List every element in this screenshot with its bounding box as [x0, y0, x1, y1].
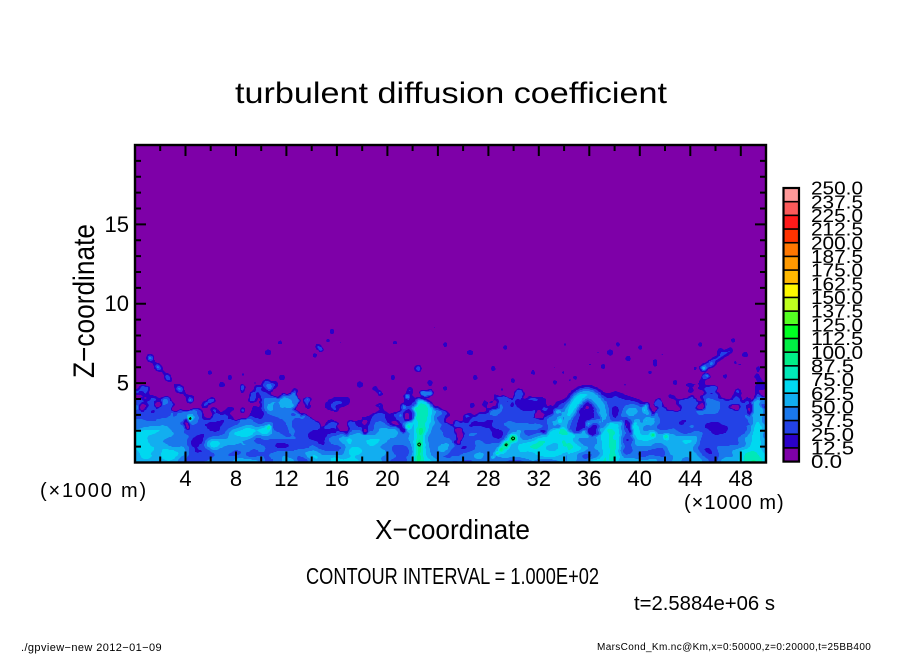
- svg-text:87.5: 87.5: [811, 355, 854, 376]
- svg-text:50.0: 50.0: [811, 397, 854, 418]
- svg-text:8: 8: [230, 466, 242, 491]
- svg-text:10: 10: [105, 291, 129, 316]
- svg-text:237.5: 237.5: [811, 191, 863, 212]
- svg-text:48: 48: [729, 466, 753, 491]
- svg-text:(×1000 m): (×1000 m): [40, 480, 148, 502]
- svg-text:225.0: 225.0: [811, 205, 863, 226]
- svg-text:137.5: 137.5: [811, 301, 863, 322]
- svg-text:150.0: 150.0: [811, 287, 863, 308]
- svg-text:112.5: 112.5: [811, 328, 863, 349]
- svg-text:./gpview−new 2012−01−09: ./gpview−new 2012−01−09: [21, 642, 162, 654]
- svg-text:0.0: 0.0: [811, 451, 842, 472]
- svg-text:212.5: 212.5: [811, 219, 863, 240]
- svg-text:CONTOUR INTERVAL = 1.000E+02: CONTOUR INTERVAL = 1.000E+02: [306, 563, 599, 589]
- svg-text:15: 15: [105, 212, 129, 237]
- svg-text:187.5: 187.5: [811, 246, 863, 267]
- svg-text:(×1000 m): (×1000 m): [684, 492, 785, 514]
- svg-text:250.0: 250.0: [811, 178, 863, 199]
- svg-text:12: 12: [274, 466, 298, 491]
- svg-text:4: 4: [179, 466, 191, 491]
- svg-text:5: 5: [117, 371, 129, 396]
- svg-text:75.0: 75.0: [811, 369, 854, 390]
- svg-text:turbulent diffusion coefficien: turbulent diffusion coefficient: [235, 77, 668, 110]
- svg-text:25.0: 25.0: [811, 424, 854, 445]
- svg-text:12.5: 12.5: [811, 438, 854, 459]
- svg-text:t=2.5884e+06 s: t=2.5884e+06 s: [634, 593, 775, 615]
- svg-text:16: 16: [325, 466, 349, 491]
- svg-text:175.0: 175.0: [811, 260, 863, 281]
- svg-text:MarsCond_Km.nc@Km,x=0:50000,z=: MarsCond_Km.nc@Km,x=0:50000,z=0:20000,t=…: [597, 642, 871, 653]
- svg-text:125.0: 125.0: [811, 314, 863, 335]
- svg-text:62.5: 62.5: [811, 383, 854, 404]
- svg-text:200.0: 200.0: [811, 232, 863, 253]
- svg-text:40: 40: [628, 466, 652, 491]
- svg-text:36: 36: [577, 466, 601, 491]
- svg-text:24: 24: [426, 466, 450, 491]
- svg-text:44: 44: [678, 466, 702, 491]
- svg-text:Z−coordinate: Z−coordinate: [68, 224, 101, 378]
- svg-text:28: 28: [476, 466, 500, 491]
- svg-text:100.0: 100.0: [811, 342, 863, 363]
- svg-text:162.5: 162.5: [811, 273, 863, 294]
- svg-text:X−coordinate: X−coordinate: [375, 514, 530, 545]
- svg-text:20: 20: [375, 466, 399, 491]
- svg-text:37.5: 37.5: [811, 410, 854, 431]
- svg-text:32: 32: [527, 466, 551, 491]
